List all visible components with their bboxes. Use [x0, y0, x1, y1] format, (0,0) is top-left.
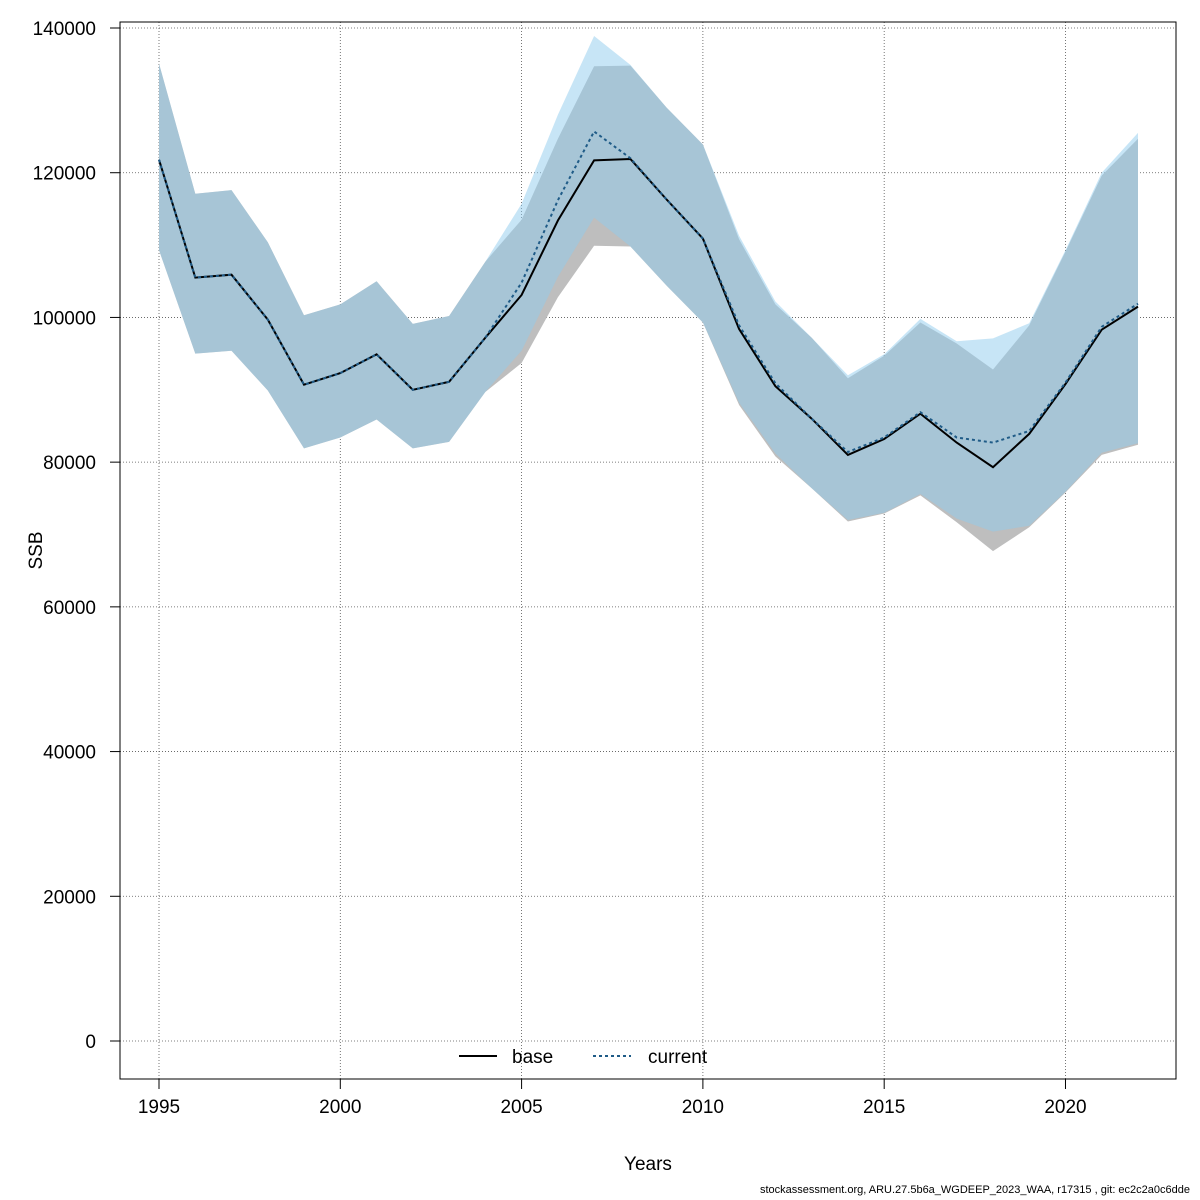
x-axis-label: Years: [624, 1154, 672, 1175]
y-tick-label: 40000: [43, 743, 96, 764]
y-tick-label: 120000: [33, 164, 96, 185]
y-axis-label: SSB: [26, 531, 47, 569]
confidence-band-current: [159, 36, 1138, 532]
y-tick-label: 100000: [33, 308, 96, 329]
x-tick-label: 2015: [863, 1097, 905, 1118]
series-lines: [158, 130, 1139, 469]
x-tick-label: 2005: [500, 1097, 542, 1118]
y-tick-label: 80000: [43, 453, 96, 474]
footer-credit: stockassessment.org, ARU.27.5b6a_WGDEEP_…: [759, 1184, 1190, 1196]
legend-label-current: current: [648, 1047, 708, 1068]
y-tick-label: 0: [85, 1032, 96, 1053]
y-tick-label: 140000: [33, 19, 96, 40]
x-tick-label: 2020: [1044, 1097, 1086, 1118]
y-tick-label: 60000: [43, 598, 96, 619]
legend-label-base: base: [512, 1047, 553, 1068]
axes: 1995 2000 2005 2010 2015 2020 0 20000 40000 60000…: [33, 19, 1087, 1118]
series-line-current: [158, 130, 1139, 454]
x-tick-label: 2000: [319, 1097, 361, 1118]
plot-frame: [119, 21, 1177, 1080]
x-tick-label: 2010: [682, 1097, 724, 1118]
y-tick-label: 20000: [43, 887, 96, 908]
legend: base current: [459, 1047, 708, 1068]
confidence-bands: [159, 36, 1138, 552]
x-tick-label: 1995: [138, 1097, 180, 1118]
